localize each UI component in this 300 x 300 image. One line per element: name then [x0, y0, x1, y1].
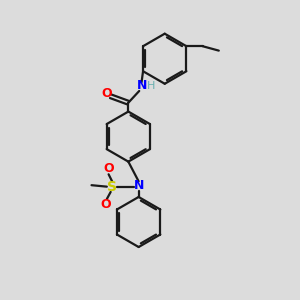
Text: O: O	[100, 198, 111, 212]
Text: N: N	[136, 80, 147, 92]
Text: H: H	[147, 81, 155, 91]
Text: S: S	[107, 180, 117, 194]
Text: O: O	[103, 163, 114, 176]
Text: N: N	[134, 179, 144, 192]
Text: O: O	[101, 87, 112, 100]
